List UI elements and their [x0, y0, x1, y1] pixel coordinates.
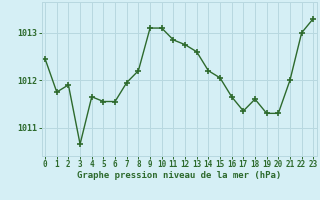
X-axis label: Graphe pression niveau de la mer (hPa): Graphe pression niveau de la mer (hPa) — [77, 171, 281, 180]
